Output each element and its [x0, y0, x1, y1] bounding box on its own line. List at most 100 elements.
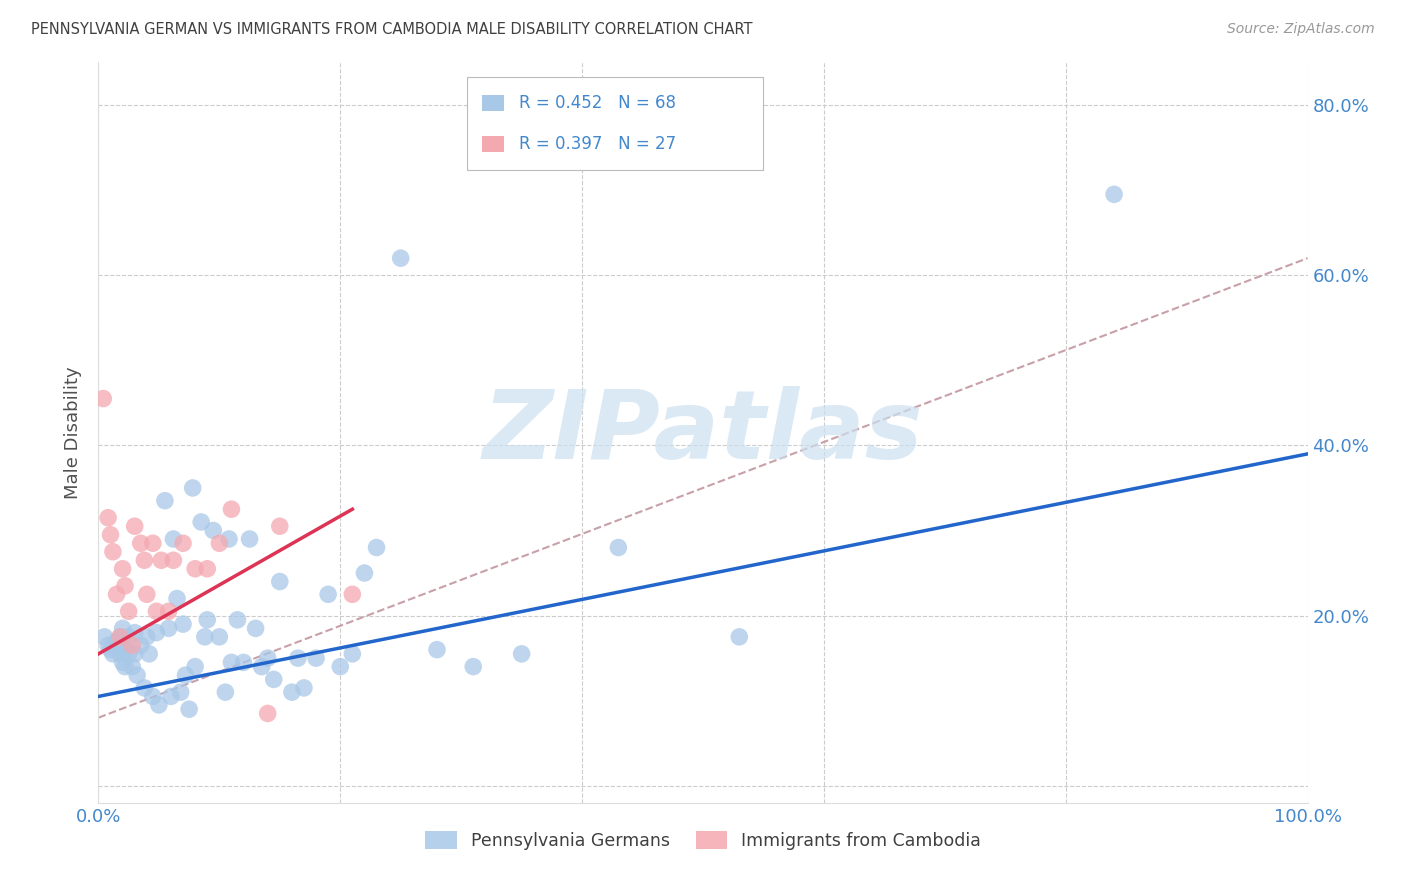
Point [134, 681, 156, 695]
Point [208, 536, 231, 550]
Point [250, 659, 273, 673]
Text: R = 0.452   N = 68: R = 0.452 N = 68 [519, 95, 676, 112]
Point [366, 541, 388, 555]
Point [105, 634, 128, 648]
Text: Source: ZipAtlas.com: Source: ZipAtlas.com [1227, 22, 1375, 37]
Point [105, 587, 128, 601]
Point [426, 642, 449, 657]
Point [145, 625, 167, 640]
Point [129, 639, 152, 653]
Point [342, 587, 364, 601]
Point [111, 562, 134, 576]
Point [172, 617, 194, 632]
Point [292, 681, 315, 695]
Point [202, 524, 225, 538]
Point [239, 532, 262, 546]
Point [269, 574, 291, 589]
Point [256, 651, 278, 665]
Point [108, 647, 131, 661]
Point [1102, 187, 1125, 202]
Point [153, 493, 176, 508]
Y-axis label: Male Disability: Male Disability [65, 367, 83, 499]
Point [162, 553, 184, 567]
Point [329, 659, 352, 673]
Point [162, 532, 184, 546]
Legend: Pennsylvania Germans, Immigrants from Cambodia: Pennsylvania Germans, Immigrants from Ca… [419, 824, 987, 857]
Point [389, 251, 412, 265]
Point [157, 604, 180, 618]
Point [135, 587, 157, 601]
Text: ZIPatlas: ZIPatlas [482, 386, 924, 479]
Point [195, 562, 218, 576]
Point [97, 510, 120, 524]
Point [305, 651, 328, 665]
Point [169, 685, 191, 699]
Point [101, 545, 124, 559]
Point [114, 579, 136, 593]
Point [124, 647, 146, 661]
Point [166, 591, 188, 606]
Point [118, 647, 141, 661]
Point [129, 536, 152, 550]
Point [214, 685, 236, 699]
Point [142, 690, 165, 704]
Point [218, 532, 240, 546]
Point [184, 562, 207, 576]
Point [111, 621, 134, 635]
Point [111, 656, 134, 670]
Point [114, 659, 136, 673]
Point [138, 647, 160, 661]
Point [221, 656, 243, 670]
Point [121, 659, 143, 673]
Point [100, 642, 122, 657]
Point [142, 536, 165, 550]
Point [174, 668, 197, 682]
Text: PENNSYLVANIA GERMAN VS IMMIGRANTS FROM CAMBODIA MALE DISABILITY CORRELATION CHAR: PENNSYLVANIA GERMAN VS IMMIGRANTS FROM C… [31, 22, 752, 37]
Point [148, 698, 170, 712]
Point [118, 604, 141, 618]
Point [97, 639, 120, 653]
Point [93, 630, 115, 644]
Point [184, 659, 207, 673]
Point [245, 621, 267, 635]
FancyBboxPatch shape [482, 136, 505, 152]
Point [342, 647, 364, 661]
Point [134, 553, 156, 567]
FancyBboxPatch shape [467, 78, 763, 169]
Point [91, 392, 114, 406]
Point [607, 541, 630, 555]
Point [353, 566, 375, 580]
Point [101, 647, 124, 661]
Point [111, 639, 134, 653]
Point [179, 702, 201, 716]
Point [221, 502, 243, 516]
Point [124, 519, 146, 533]
Text: R = 0.397   N = 27: R = 0.397 N = 27 [519, 135, 676, 153]
Point [208, 630, 231, 644]
Point [100, 527, 122, 541]
Point [256, 706, 278, 721]
Point [195, 613, 218, 627]
FancyBboxPatch shape [482, 95, 505, 112]
Point [287, 651, 309, 665]
Point [160, 690, 183, 704]
Point [281, 685, 304, 699]
Point [232, 656, 254, 670]
Point [463, 659, 485, 673]
Point [172, 536, 194, 550]
Point [108, 630, 131, 644]
Point [157, 621, 180, 635]
Point [226, 613, 249, 627]
Point [121, 639, 143, 653]
Point [135, 630, 157, 644]
Point [124, 625, 146, 640]
Point [114, 642, 136, 657]
Point [194, 630, 217, 644]
Point [108, 630, 131, 644]
Point [145, 604, 167, 618]
Point [728, 630, 751, 644]
Point [181, 481, 204, 495]
Point [190, 515, 212, 529]
Point [127, 668, 149, 682]
Point [263, 673, 285, 687]
